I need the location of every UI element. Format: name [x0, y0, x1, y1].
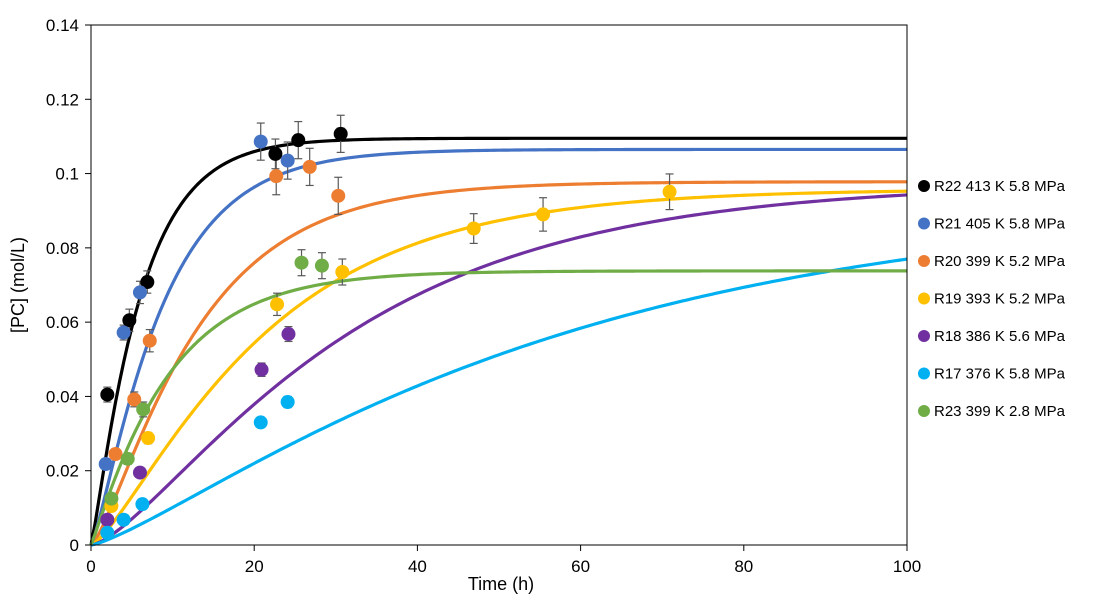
data-point: [100, 525, 115, 540]
data-point: [314, 258, 329, 273]
data-point: [333, 126, 348, 141]
legend: R22 413 K 5.8 MPa R21 405 K 5.8 MPa R20 39…: [918, 178, 1066, 420]
x-axis-ticks: 0 20 40 60 80 100: [86, 545, 921, 576]
data-point: [536, 207, 551, 222]
data-point: [335, 265, 350, 279]
legend-marker: [918, 367, 930, 380]
legend-marker: [918, 330, 930, 342]
y-tick-label: 0.06: [46, 313, 79, 332]
fit-curve: [90, 189, 908, 547]
legend-marker: [918, 217, 930, 230]
data-point: [122, 313, 137, 328]
x-tick-label: 20: [245, 557, 264, 576]
data-point: [291, 133, 306, 148]
y-tick-label: 0.14: [46, 16, 79, 35]
legend-marker: [918, 292, 930, 305]
data-point: [120, 451, 135, 466]
legend-entry: R18 386 K 5.6 MPa: [934, 328, 1066, 345]
data-point: [132, 285, 147, 300]
data-point: [270, 297, 285, 312]
x-tick-label: 0: [86, 557, 95, 576]
data-point: [116, 325, 131, 340]
x-tick-label: 100: [893, 557, 921, 576]
fit-curve: [89, 269, 907, 546]
legend-marker: [918, 180, 930, 192]
data-point: [269, 169, 284, 184]
data-point: [127, 392, 142, 407]
data-point: [116, 512, 131, 527]
data-point: [132, 465, 147, 480]
data-point: [100, 512, 115, 527]
data-point: [141, 431, 156, 446]
y-axis-ticks: 0 0.02 0.04 0.06 0.08 0.1 0.12 0.14: [46, 16, 91, 555]
x-tick-label: 60: [571, 557, 590, 576]
data-point: [100, 387, 115, 402]
legend-entry: R22 413 K 5.8 MPa: [934, 178, 1066, 195]
legend-marker: [918, 405, 930, 417]
fit-curve: [89, 147, 907, 546]
fit-curve: [89, 180, 907, 547]
legend-entry: R17 376 K 5.8 MPa: [934, 366, 1066, 383]
x-tick-label: 40: [408, 557, 427, 576]
y-tick-label: 0: [70, 536, 79, 555]
fit-curves: [89, 136, 908, 547]
data-point: [280, 153, 295, 168]
plot-area-frame: [90, 24, 908, 546]
x-tick-label: 80: [734, 557, 753, 576]
fit-curve: [90, 193, 908, 547]
data-point: [108, 447, 123, 461]
data-point: [253, 415, 268, 430]
y-tick-label: 0.04: [46, 387, 79, 406]
y-tick-label: 0.02: [46, 462, 79, 481]
fit-curve: [90, 257, 908, 547]
data-point: [302, 159, 317, 174]
legend-entry: R21 405 K 5.8 MPa: [934, 216, 1066, 233]
data-point: [135, 497, 150, 512]
data-point: [104, 491, 119, 506]
data-points: [98, 126, 677, 540]
data-point: [254, 362, 269, 377]
legend-marker: [918, 255, 930, 267]
legend-entry: R20 399 K 5.2 MPa: [934, 253, 1066, 270]
x-axis-title: Time (h): [468, 574, 534, 594]
y-tick-label: 0.12: [46, 90, 79, 109]
y-tick-label: 0.1: [55, 165, 79, 184]
data-point: [253, 134, 268, 149]
fit-curve: [89, 136, 907, 546]
data-point: [466, 221, 481, 236]
data-point: [136, 402, 151, 417]
data-point: [280, 395, 295, 409]
data-point: [331, 188, 346, 203]
data-point: [294, 255, 309, 270]
data-point: [140, 275, 155, 290]
legend-entry: R19 393 K 5.2 MPa: [934, 291, 1066, 308]
data-point: [268, 146, 283, 161]
y-axis-title: [PC] (mol/L): [8, 237, 28, 333]
data-point: [98, 457, 113, 472]
data-point: [281, 327, 296, 342]
y-tick-label: 0.08: [46, 239, 79, 258]
data-point: [662, 184, 677, 199]
data-point: [142, 333, 157, 348]
legend-entry: R23 399 K 2.8 MPa: [934, 403, 1066, 420]
